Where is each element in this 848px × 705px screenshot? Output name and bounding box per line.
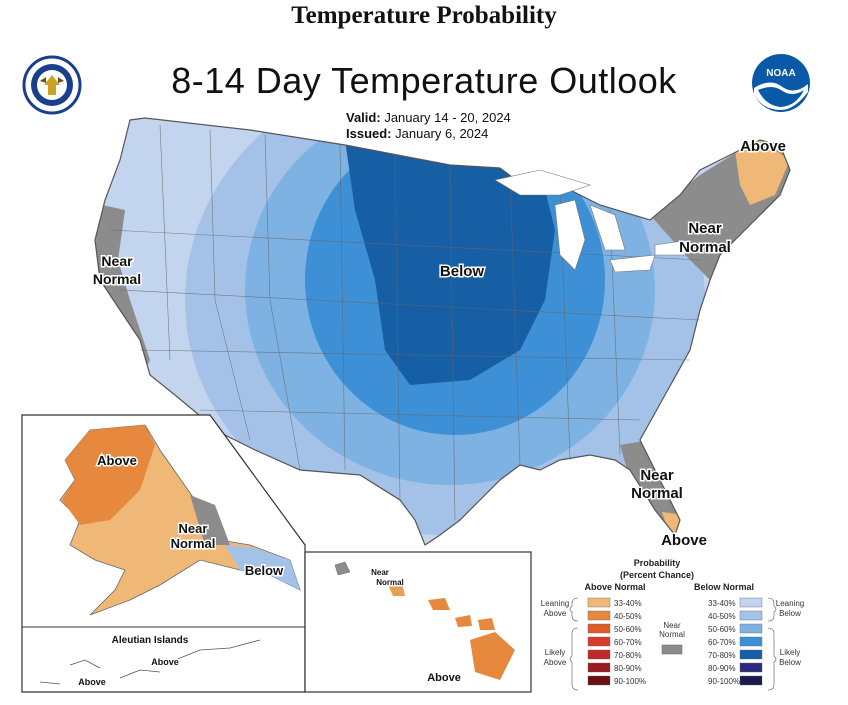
legend-likely-above-2: Above bbox=[544, 658, 567, 667]
legend-above-range: 33-40% bbox=[614, 599, 642, 608]
noaa-logo-icon: NOAA bbox=[750, 52, 812, 114]
great-lakes bbox=[494, 169, 691, 273]
legend-below-swatch bbox=[739, 649, 763, 660]
legend-title-2: (Percent Chance) bbox=[620, 570, 694, 580]
top-title: Temperature Probability bbox=[291, 2, 557, 29]
legend-leaning-above-2: Above bbox=[544, 609, 567, 618]
issued-value: January 6, 2024 bbox=[395, 126, 489, 141]
legend-below-swatch bbox=[739, 610, 763, 621]
legend-below-range: 80-90% bbox=[708, 664, 736, 673]
legend-below-swatch bbox=[739, 662, 763, 673]
label-near-west-2: Normal bbox=[93, 271, 141, 287]
label-hawaii-near-1: Near bbox=[371, 568, 389, 577]
legend-above-range: 80-90% bbox=[614, 664, 642, 673]
label-near-northeast-2: Normal bbox=[679, 239, 731, 256]
label-below-main: Below bbox=[440, 263, 485, 280]
label-alaska-below: Below bbox=[245, 563, 284, 578]
label-aleutian-title: Aleutian Islands bbox=[112, 635, 189, 646]
label-aleutian-above-2: Above bbox=[78, 677, 106, 687]
label-near-southeast-2: Normal bbox=[631, 485, 683, 502]
legend-below-swatch bbox=[739, 623, 763, 634]
alaska-inset bbox=[21, 414, 306, 693]
legend-likely-below-1: Likely bbox=[780, 648, 800, 657]
legend-below-range: 33-40% bbox=[708, 599, 736, 608]
legend-below-range: 70-80% bbox=[708, 651, 736, 660]
valid-value: January 14 - 20, 2024 bbox=[384, 110, 511, 125]
legend-above-swatch bbox=[587, 623, 611, 634]
legend-above-swatch bbox=[587, 597, 611, 608]
label-alaska-above: Above bbox=[97, 453, 137, 468]
label-above-northeast: Above bbox=[740, 138, 786, 155]
legend-below-range: 60-70% bbox=[708, 638, 736, 647]
label-near-northeast-1: Near bbox=[688, 220, 722, 237]
legend-above-range: 70-80% bbox=[614, 651, 642, 660]
legend-below-range: 40-50% bbox=[708, 612, 736, 621]
legend-leaning-below-1: Leaning bbox=[776, 599, 804, 608]
legend: Probability (Percent Chance) Above Norma… bbox=[541, 558, 804, 691]
page-title: 8-14 Day Temperature Outlook bbox=[171, 60, 677, 101]
legend-above-range: 50-60% bbox=[614, 625, 642, 634]
legend-leaning-below-2: Below bbox=[779, 609, 801, 618]
label-alaska-near-1: Near bbox=[179, 521, 208, 536]
label-alaska-near-2: Normal bbox=[171, 536, 216, 551]
issued-label: Issued: bbox=[346, 126, 392, 141]
legend-below-range: 90-100% bbox=[708, 677, 740, 686]
legend-above-range: 40-50% bbox=[614, 612, 642, 621]
issued-date: Issued: January 6, 2024 bbox=[346, 126, 488, 141]
legend-near-label-1: Near bbox=[663, 621, 681, 630]
label-hawaii-near-2: Normal bbox=[376, 578, 404, 587]
legend-title-1: Probability bbox=[634, 558, 681, 568]
legend-likely-above-1: Likely bbox=[545, 648, 565, 657]
legend-below-swatch bbox=[739, 597, 763, 608]
legend-below-swatch bbox=[739, 636, 763, 647]
legend-near-swatch bbox=[661, 644, 683, 655]
legend-below-swatches: 33-40% 40-50% 50-60% 60-70% 70-80% 80-90% 90-1… bbox=[708, 597, 763, 686]
legend-above-swatch bbox=[587, 610, 611, 621]
legend-above-range: 90-100% bbox=[614, 677, 646, 686]
label-near-west-1: Near bbox=[101, 253, 133, 269]
legend-below-range: 50-60% bbox=[708, 625, 736, 634]
legend-above-header: Above Normal bbox=[584, 582, 645, 592]
label-above-florida: Above bbox=[661, 532, 707, 549]
legend-above-swatch bbox=[587, 675, 611, 686]
legend-above-swatch bbox=[587, 649, 611, 660]
legend-above-swatch bbox=[587, 662, 611, 673]
label-hawaii-above: Above bbox=[427, 672, 461, 684]
legend-near-label-2: Normal bbox=[659, 630, 685, 639]
legend-above-swatches: 33-40% 40-50% 50-60% 60-70% 70-80% 80-90% 90-1… bbox=[587, 597, 646, 686]
hawaii-inset bbox=[304, 551, 532, 693]
department-seal-icon bbox=[22, 55, 82, 115]
label-near-southeast-1: Near bbox=[640, 467, 674, 484]
noaa-logo-text: NOAA bbox=[766, 68, 795, 79]
label-aleutian-above-1: Above bbox=[151, 657, 179, 667]
state-borders bbox=[109, 124, 701, 521]
legend-below-swatch bbox=[739, 675, 763, 686]
legend-below-header: Below Normal bbox=[694, 582, 754, 592]
valid-label: Valid: bbox=[346, 110, 381, 125]
legend-above-range: 60-70% bbox=[614, 638, 642, 647]
legend-likely-below-2: Below bbox=[779, 658, 801, 667]
legend-leaning-above-1: Leaning bbox=[541, 599, 569, 608]
legend-above-swatch bbox=[587, 636, 611, 647]
valid-dates: Valid: January 14 - 20, 2024 bbox=[346, 110, 511, 125]
